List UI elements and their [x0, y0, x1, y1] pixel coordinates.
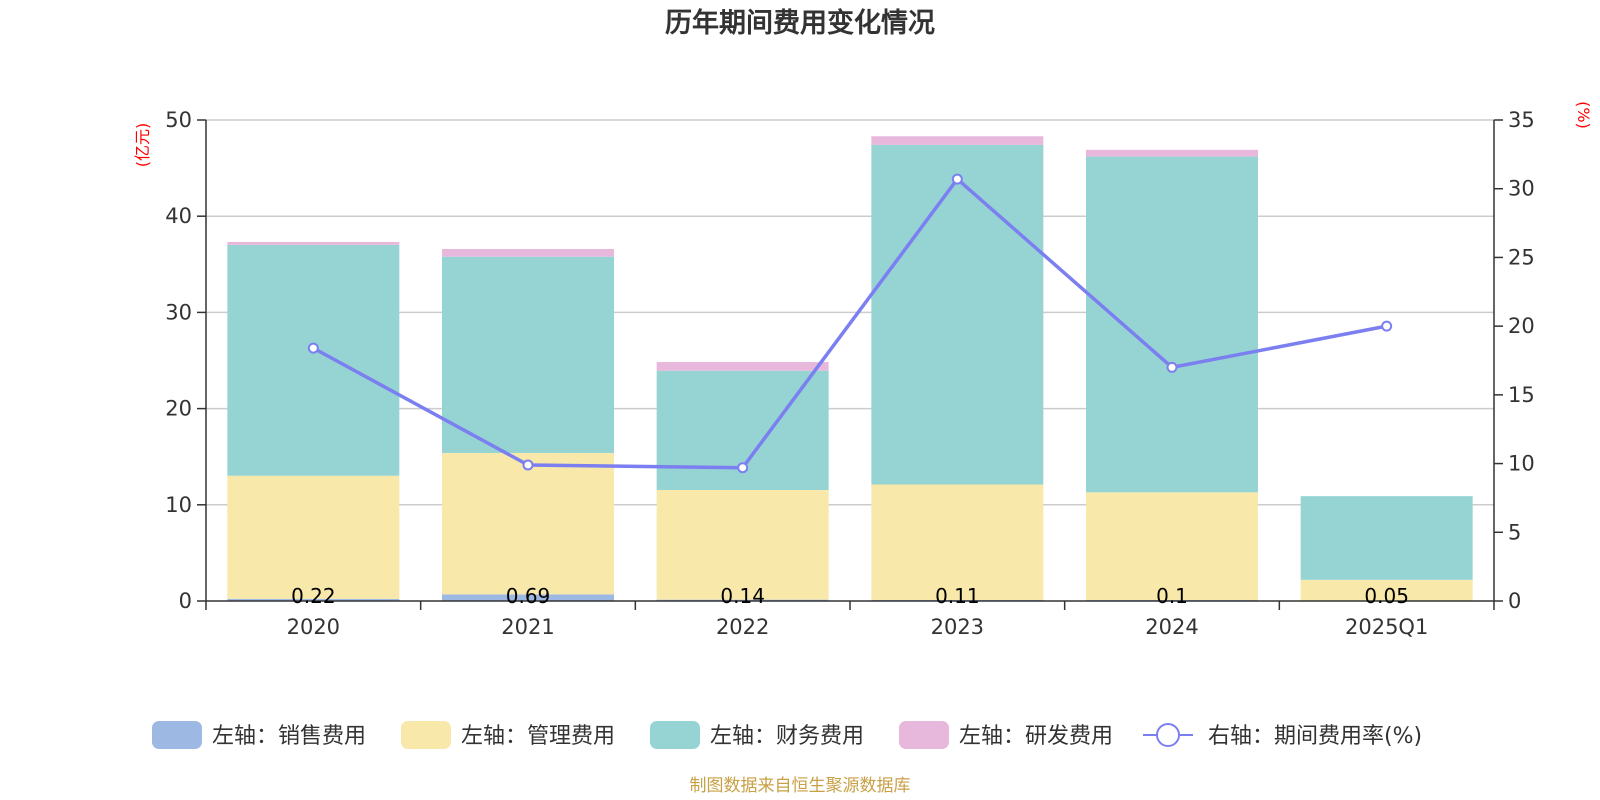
segment-value-label: 0.22 — [291, 584, 336, 608]
bar-segment — [442, 452, 614, 595]
legend-label: 右轴：期间费用率(%) — [1208, 724, 1422, 749]
rate-point — [522, 459, 534, 471]
right-tick-label: 15 — [1508, 383, 1535, 407]
bar-segment — [227, 241, 400, 245]
x-tick-label: 2023 — [931, 615, 984, 639]
left-tick-label: 50 — [165, 108, 192, 132]
legend-label: 左轴：销售费用 — [212, 724, 366, 749]
legend: 左轴：销售费用 左轴：管理费用 左轴：财务费用 左轴：研发费用 右轴：期间费用率(%) — [152, 721, 1422, 749]
segment-value-label: 0.1 — [1156, 584, 1188, 608]
bar-segment — [227, 475, 400, 599]
right-tick-label: 25 — [1508, 245, 1535, 269]
rate-point — [1166, 361, 1178, 373]
right-tick-label: 0 — [1508, 589, 1521, 613]
legend-label: 左轴：财务费用 — [710, 724, 864, 749]
bar-segment — [442, 256, 614, 453]
bar-segment — [871, 484, 1044, 600]
legend-line-marker — [1156, 723, 1180, 747]
legend-swatch — [650, 721, 700, 749]
rate-line — [307, 173, 1393, 474]
left-tick-label: 40 — [165, 204, 192, 228]
bar-segment — [1300, 579, 1473, 601]
axes: 0 10 20 30 40 50 0 5 10 15 20 25 30 35 2020 2021 2022 202… — [165, 108, 1534, 639]
segment-value-label: 0.69 — [506, 584, 551, 608]
bar-segment — [871, 136, 1044, 145]
rate-point — [307, 342, 319, 354]
rate-point — [1381, 320, 1393, 332]
right-tick-label: 10 — [1508, 452, 1535, 476]
legend-swatch — [401, 721, 451, 749]
rate-point — [951, 173, 963, 185]
bar-segment — [442, 249, 614, 257]
left-tick-label: 10 — [165, 493, 192, 517]
x-tick-label: 2025Q1 — [1345, 615, 1428, 639]
right-tick-label: 35 — [1508, 108, 1535, 132]
segment-value-label: 0.05 — [1364, 584, 1409, 608]
right-axis-unit: (%) — [1574, 101, 1593, 129]
legend-swatch — [899, 721, 949, 749]
right-tick-label: 20 — [1508, 314, 1535, 338]
left-tick-label: 20 — [165, 397, 192, 421]
x-tick-label: 2022 — [716, 615, 769, 639]
left-axis-unit: (亿元) — [133, 123, 152, 168]
x-tick-label: 2021 — [501, 615, 554, 639]
x-tick-label: 2020 — [287, 615, 340, 639]
bars — [227, 136, 1473, 602]
bar-segment — [871, 144, 1044, 485]
segment-labels: 0.22 0.69 0.14 0.11 0.1 0.05 — [291, 584, 1409, 608]
legend-label: 左轴：研发费用 — [959, 724, 1113, 749]
bar-segment — [656, 489, 829, 600]
bar-segment — [1086, 156, 1258, 493]
left-tick-label: 0 — [179, 589, 192, 613]
x-tick-label: 2024 — [1145, 615, 1198, 639]
right-tick-label: 5 — [1508, 520, 1521, 544]
legend-swatch — [152, 721, 202, 749]
rate-point — [737, 462, 749, 474]
source-note: 制图数据来自恒生聚源数据库 — [690, 776, 911, 796]
chart-title: 历年期间费用变化情况 — [665, 7, 935, 39]
segment-value-label: 0.11 — [935, 584, 980, 608]
bar-segment — [227, 598, 400, 601]
bar-segment — [1086, 149, 1258, 157]
gridlines — [206, 119, 1494, 506]
segment-value-label: 0.14 — [720, 584, 765, 608]
bar-segment — [1086, 492, 1258, 601]
bar-segment — [227, 244, 400, 476]
legend-label: 左轴：管理费用 — [461, 724, 615, 749]
left-tick-label: 30 — [165, 300, 192, 324]
bar-segment — [656, 362, 829, 371]
rate-line-path — [312, 176, 1387, 470]
right-tick-label: 30 — [1508, 177, 1535, 201]
bar-segment — [442, 594, 614, 601]
bar-segment — [1300, 496, 1473, 580]
